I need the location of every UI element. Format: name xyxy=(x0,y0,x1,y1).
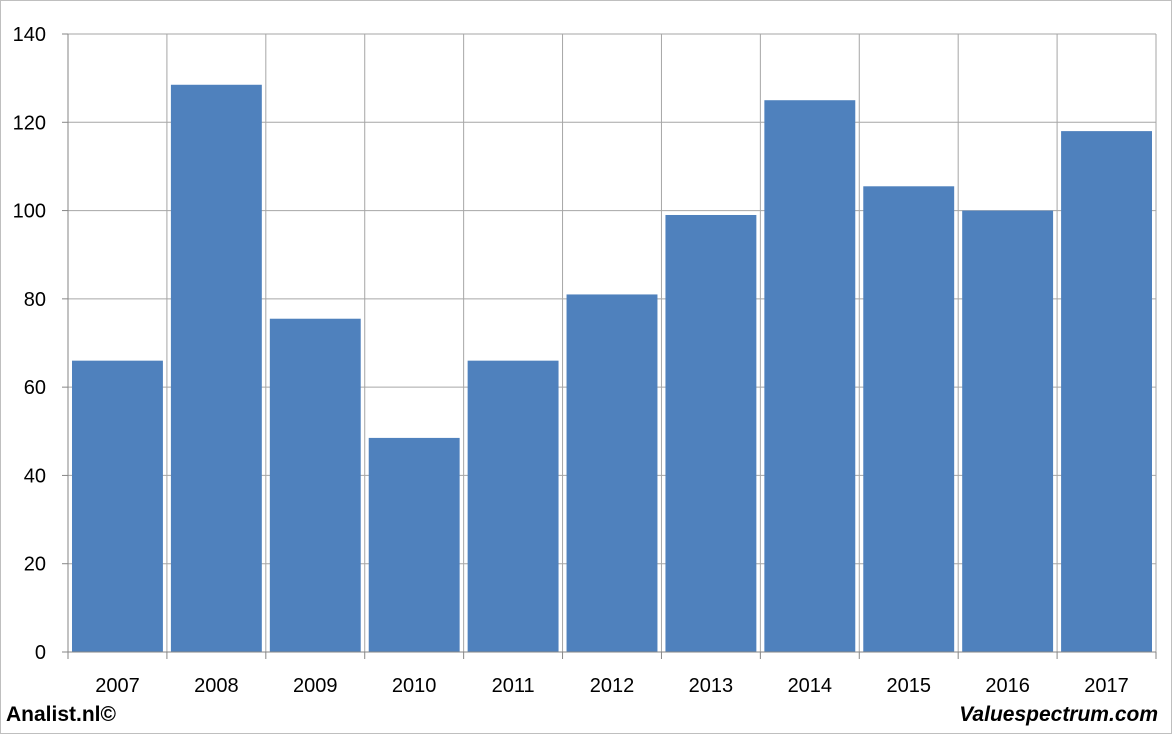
x-tick-label: 2017 xyxy=(1084,675,1129,697)
y-tick-label: 140 xyxy=(13,24,46,46)
source-credit-right: Valuespectrum.com xyxy=(959,703,1158,726)
bar-2009 xyxy=(269,318,361,652)
bar-2016 xyxy=(962,210,1054,653)
x-tick-label: 2010 xyxy=(392,675,437,697)
x-tick-label: 2016 xyxy=(985,675,1030,697)
bar-2014 xyxy=(764,100,856,652)
y-tick-label: 60 xyxy=(24,377,46,399)
bar-2012 xyxy=(566,294,658,652)
x-tick-label: 2007 xyxy=(95,675,140,697)
source-credit-left: Analist.nl© xyxy=(6,703,116,726)
y-tick-labels: 0 20 40 60 80 100 120 140 xyxy=(13,24,46,664)
bar-2015 xyxy=(863,186,955,653)
y-tick-label: 120 xyxy=(13,112,46,134)
x-tick-label: 2012 xyxy=(590,675,635,697)
x-tick-label: 2009 xyxy=(293,675,338,697)
y-tick-label: 80 xyxy=(24,289,46,311)
bar-2007 xyxy=(72,360,163,652)
x-tick-label: 2013 xyxy=(689,675,734,697)
x-tick-labels: 2007 2008 2009 2010 2011 2012 2013 2014 2015 2016… xyxy=(95,675,1129,697)
x-tick-label: 2014 xyxy=(788,675,833,697)
y-tick-label: 100 xyxy=(13,201,46,223)
y-tick-label: 0 xyxy=(35,642,46,664)
bar-2010 xyxy=(368,437,460,652)
bars xyxy=(72,84,1152,653)
x-tick-label: 2015 xyxy=(886,675,931,697)
bar-2013 xyxy=(665,214,757,652)
bar-2008 xyxy=(170,84,262,652)
bar-2017 xyxy=(1061,131,1152,653)
y-tick-label: 40 xyxy=(24,465,46,487)
y-tick-label: 20 xyxy=(24,554,46,576)
x-tick-label: 2011 xyxy=(492,675,535,697)
bar-2011 xyxy=(467,360,559,652)
axes xyxy=(62,33,1157,659)
x-tick-label: 2008 xyxy=(194,675,239,697)
